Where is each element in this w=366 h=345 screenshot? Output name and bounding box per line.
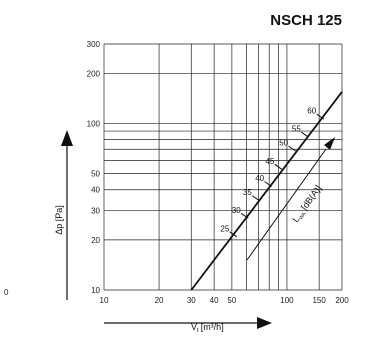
sound-level-marker-label: 25 (220, 224, 229, 233)
sound-level-tick (240, 212, 249, 219)
sound-level-arrow-line (246, 148, 327, 261)
y-tick-labels: 10 20 30 40 50 100 200 300 (87, 40, 101, 295)
series-line (190, 91, 343, 291)
sound-level-tick (274, 163, 283, 170)
sound-level-tick (264, 181, 272, 187)
sound-level-marker-label: 55 (292, 125, 301, 134)
y-tick-label: 40 (91, 186, 100, 195)
y-tick-label: 100 (87, 119, 101, 128)
sound-level-marker-label: 30 (232, 206, 241, 215)
y-tick-label: 50 (91, 170, 100, 179)
sound-level-tick (229, 231, 238, 238)
y-tick-label: 200 (87, 69, 101, 78)
x-tick-label: 10 (100, 296, 109, 305)
sound-level-marker-label: 45 (265, 157, 274, 166)
y-axis-arrow-head (61, 130, 73, 146)
y-tick-label: 30 (91, 207, 100, 216)
grid (103, 43, 343, 291)
x-tick-label: 50 (227, 296, 236, 305)
y-tick-label: 10 (91, 286, 100, 295)
x-tick-label: 100 (280, 296, 294, 305)
sound-level-arrow-head (324, 137, 335, 150)
x-tick-label: 20 (155, 296, 164, 305)
x-axis-label: Vt [m³/h] (191, 322, 224, 334)
y-tick-label: 20 (91, 236, 100, 245)
x-tick-label: 30 (187, 296, 196, 305)
y-tick-label: 300 (87, 40, 101, 49)
sound-level-tick (300, 131, 309, 138)
stray-label: 0 (4, 288, 9, 297)
sound-level-marker-label: 35 (243, 188, 252, 197)
x-tick-label: 150 (312, 296, 326, 305)
sound-level-marker-label: 60 (307, 107, 316, 116)
chart-title: NSCH 125 (270, 12, 342, 29)
x-tick-labels: 10 20 30 40 50 100 150 200 (100, 296, 350, 305)
sound-level-marker-label: 40 (255, 174, 264, 183)
sound-level-tick (252, 195, 260, 202)
sound-level-tick (288, 145, 296, 152)
sound-level-marker-label: 50 (279, 139, 288, 148)
x-tick-label: 200 (335, 296, 349, 305)
series-layer (190, 91, 343, 291)
x-tick-label: 40 (210, 296, 219, 305)
sound-level-tick (316, 113, 324, 120)
x-axis-arrow-head (257, 317, 272, 329)
y-axis-label: Δp [Pa] (54, 205, 64, 235)
